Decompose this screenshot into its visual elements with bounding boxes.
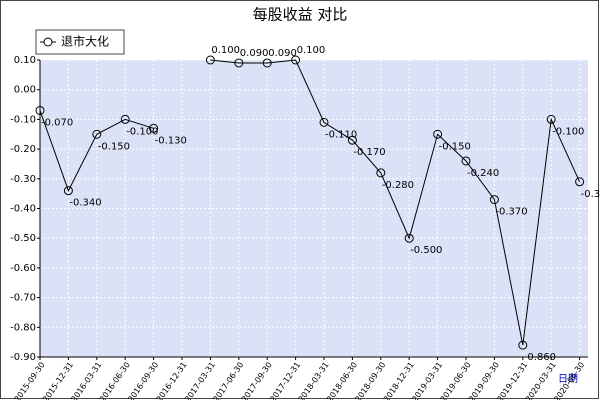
y-tick-label: -0.90 — [10, 352, 36, 363]
data-label: -0.070 — [41, 117, 73, 128]
data-label: 0.090 — [240, 48, 269, 59]
chart-title: 每股收益 对比 — [253, 6, 348, 24]
y-tick-label: -0.30 — [10, 174, 36, 185]
point — [234, 58, 244, 68]
data-label: -0.150 — [439, 141, 471, 152]
y-tick-label: -0.80 — [10, 322, 36, 333]
y-tick-label: 0.10 — [14, 55, 36, 66]
y-tick-label: -0.10 — [10, 114, 36, 125]
data-label: -0.110 — [325, 129, 357, 140]
y-tick-label: -0.70 — [10, 293, 36, 304]
legend-marker — [43, 37, 53, 47]
line — [39, 110, 154, 192]
legend-label: 退市大化 — [61, 34, 109, 49]
y-tick-label: 0.00 — [14, 85, 36, 96]
point — [120, 114, 130, 124]
data-label: 0.090 — [268, 48, 297, 59]
line — [210, 59, 581, 346]
point — [319, 117, 329, 127]
data-label: -0.130 — [155, 135, 187, 146]
data-label: -0.340 — [69, 198, 101, 209]
data-label: -0.370 — [495, 207, 527, 218]
point — [575, 177, 585, 187]
y-tick-label: -0.40 — [10, 204, 36, 215]
data-label: -0.100 — [552, 126, 584, 137]
point — [518, 340, 528, 350]
data-label: -0.240 — [467, 168, 499, 179]
data-label: 0.100 — [297, 45, 326, 56]
data-label: -0.170 — [353, 147, 385, 158]
point — [433, 129, 443, 139]
y-tick-label: -0.50 — [10, 233, 36, 244]
data-label: -0.500 — [410, 245, 442, 256]
y-tick-label: -0.60 — [10, 263, 36, 274]
point — [404, 233, 414, 243]
point — [149, 123, 159, 133]
point — [205, 55, 215, 65]
point — [262, 58, 272, 68]
y-tick-label: -0.20 — [10, 144, 36, 155]
x-axis-label: 日期 — [558, 373, 578, 385]
point — [92, 129, 102, 139]
point — [35, 105, 45, 115]
point — [63, 186, 73, 196]
data-label: 0.100 — [211, 45, 240, 56]
data-label: -0.100 — [126, 126, 158, 137]
data-label: -0.860 — [524, 352, 556, 363]
data-label: -0.150 — [98, 141, 130, 152]
data-label: -0.310 — [581, 189, 600, 200]
point — [546, 114, 556, 124]
point — [461, 156, 471, 166]
data-label: -0.280 — [382, 180, 414, 191]
point — [347, 135, 357, 145]
point — [376, 168, 386, 178]
point — [291, 55, 301, 65]
point — [489, 195, 499, 205]
